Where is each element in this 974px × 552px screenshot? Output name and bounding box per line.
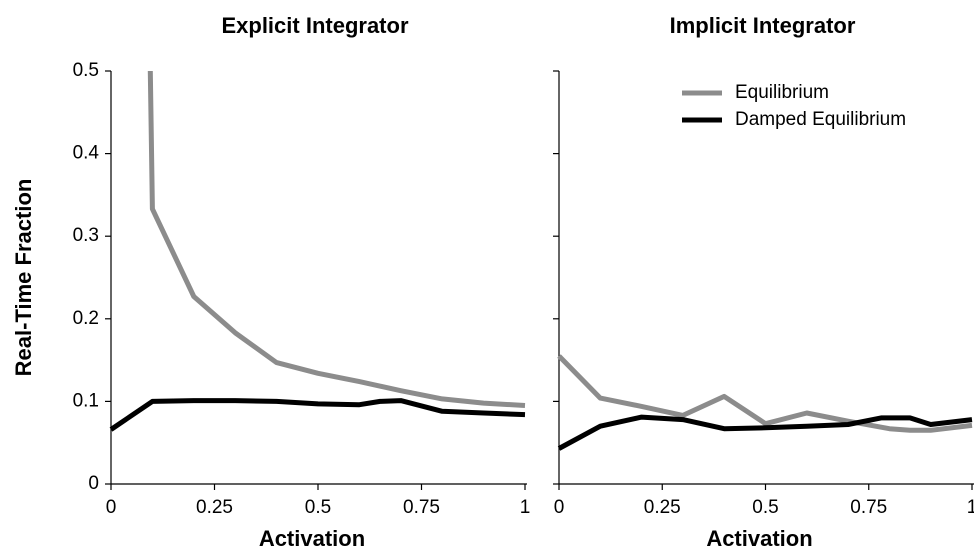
data-line <box>147 70 526 408</box>
data-line <box>109 398 526 432</box>
data-line <box>557 354 973 433</box>
chart-title: Implicit Integrator <box>670 13 856 38</box>
x-tick-label: 1 <box>520 497 531 518</box>
x-tick-label: 0.25 <box>196 497 233 518</box>
y-tick-label: 0.1 <box>73 390 99 411</box>
y-tick-label: 0.2 <box>73 308 99 329</box>
x-tick-label: 0.25 <box>644 497 681 518</box>
data-line <box>557 414 973 451</box>
chart-title: Explicit Integrator <box>221 13 408 38</box>
y-axis-label: Real-Time Fraction <box>11 179 36 377</box>
x-tick-label: 0.75 <box>850 497 887 518</box>
legend-label: Damped Equilibrium <box>735 109 906 130</box>
x-tick-label: 0 <box>106 497 117 518</box>
legend-label: Equilibrium <box>735 82 829 103</box>
x-axis-label: Activation <box>259 526 365 551</box>
x-axis-label: Activation <box>706 526 812 551</box>
x-tick-label: 1 <box>967 497 974 518</box>
x-tick-label: 0.5 <box>305 497 331 518</box>
y-tick-label: 0.4 <box>73 143 100 164</box>
x-tick-label: 0.75 <box>403 497 440 518</box>
x-tick-label: 0.5 <box>752 497 778 518</box>
y-tick-label: 0.5 <box>73 60 99 81</box>
x-tick-label: 0 <box>554 497 565 518</box>
y-tick-label: 0.3 <box>73 225 99 246</box>
y-tick-label: 0 <box>88 473 99 494</box>
